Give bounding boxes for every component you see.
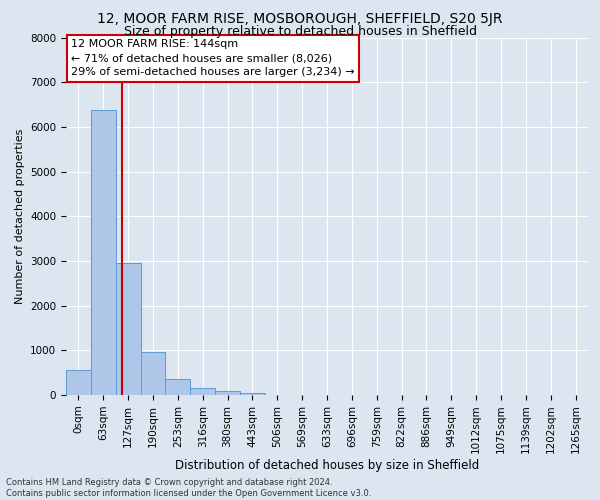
Bar bbox=[140, 352, 166, 395]
Bar bbox=[66, 370, 91, 395]
Bar bbox=[215, 391, 240, 395]
Text: Contains HM Land Registry data © Crown copyright and database right 2024.
Contai: Contains HM Land Registry data © Crown c… bbox=[6, 478, 371, 498]
Text: Size of property relative to detached houses in Sheffield: Size of property relative to detached ho… bbox=[124, 25, 476, 38]
Text: 12, MOOR FARM RISE, MOSBOROUGH, SHEFFIELD, S20 5JR: 12, MOOR FARM RISE, MOSBOROUGH, SHEFFIEL… bbox=[97, 12, 503, 26]
Bar bbox=[116, 263, 140, 395]
Bar bbox=[91, 110, 116, 395]
Y-axis label: Number of detached properties: Number of detached properties bbox=[14, 128, 25, 304]
Bar bbox=[190, 388, 215, 395]
Text: 12 MOOR FARM RISE: 144sqm
← 71% of detached houses are smaller (8,026)
29% of se: 12 MOOR FARM RISE: 144sqm ← 71% of detac… bbox=[71, 40, 355, 78]
Bar bbox=[240, 392, 265, 395]
X-axis label: Distribution of detached houses by size in Sheffield: Distribution of detached houses by size … bbox=[175, 459, 479, 472]
Bar bbox=[166, 379, 190, 395]
